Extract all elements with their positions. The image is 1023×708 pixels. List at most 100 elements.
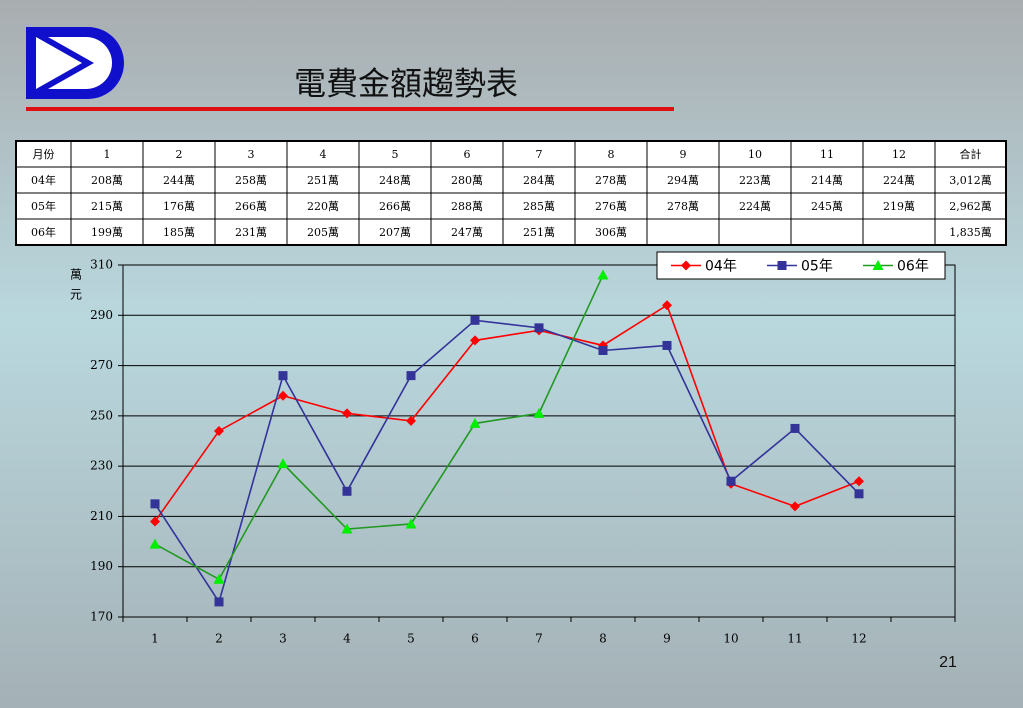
table-cell: 9 [680, 148, 687, 161]
table-cell: 7 [536, 148, 543, 161]
y-axis-label: 元 [70, 288, 82, 302]
table-cell: 251萬 [523, 226, 555, 239]
marker [342, 408, 352, 419]
x-tick-label: 1 [151, 632, 159, 646]
x-tick-label: 2 [215, 632, 223, 646]
table-cell: 3,012萬 [949, 174, 992, 187]
marker [149, 538, 161, 549]
table-cell: 185萬 [163, 226, 195, 239]
table-cell: 294萬 [667, 174, 699, 187]
x-tick-label: 9 [663, 632, 671, 646]
marker [214, 597, 224, 607]
marker [533, 407, 545, 418]
marker [790, 501, 800, 512]
table-cell: 1,835萬 [949, 226, 992, 239]
marker [662, 340, 672, 350]
y-axis-label: 萬 [70, 268, 82, 282]
x-tick-label: 11 [787, 632, 802, 646]
table-cell: 199萬 [91, 226, 123, 239]
marker [341, 523, 353, 534]
x-tick-label: 12 [851, 632, 866, 646]
marker [598, 345, 608, 355]
table-cell: 306萬 [595, 226, 627, 239]
y-tick-label: 270 [90, 358, 113, 372]
series-line [154, 319, 860, 604]
table-cell: 247萬 [451, 226, 483, 239]
logo [26, 27, 124, 99]
marker [726, 476, 736, 486]
x-tick-label: 10 [723, 632, 738, 646]
marker [470, 315, 480, 325]
table-cell: 5 [392, 148, 399, 161]
table-cell: 12 [892, 148, 906, 161]
marker [214, 425, 224, 436]
table-cell: 251萬 [307, 174, 339, 187]
legend-marker [777, 261, 787, 270]
table-cell: 6 [464, 148, 471, 161]
table-cell: 224萬 [883, 174, 915, 187]
page-number: 21 [939, 654, 957, 671]
x-tick-label: 6 [471, 632, 479, 646]
marker [790, 423, 800, 433]
marker [342, 486, 352, 496]
table-cell: 231萬 [235, 226, 267, 239]
legend-label: 06年 [897, 259, 929, 275]
y-tick-label: 210 [90, 509, 113, 523]
table-cell: 276萬 [595, 200, 627, 213]
legend-label: 05年 [801, 259, 833, 275]
table-cell: 11 [820, 148, 834, 161]
marker [597, 269, 609, 280]
table-cell: 258萬 [235, 174, 267, 187]
table-cell: 4 [320, 148, 327, 161]
table-cell: 219萬 [883, 200, 915, 213]
table-cell: 10 [748, 148, 762, 161]
legend-marker [681, 260, 691, 271]
table-cell: 220萬 [307, 200, 339, 213]
y-tick-label: 170 [90, 610, 113, 624]
table-cell: 合計 [960, 147, 982, 161]
table-cell: 285萬 [523, 200, 555, 213]
table-cell: 224萬 [739, 200, 771, 213]
marker [470, 335, 480, 346]
marker [278, 371, 288, 381]
title-underline [26, 107, 674, 111]
marker [213, 573, 225, 584]
marker [150, 499, 160, 509]
table-cell: 176萬 [163, 200, 195, 213]
marker [854, 489, 864, 499]
table-cell: 05年 [31, 199, 56, 213]
marker [469, 417, 481, 428]
table-cell: 214萬 [811, 174, 843, 187]
marker [277, 458, 289, 469]
table-cell: 280萬 [451, 174, 483, 187]
marker [854, 476, 864, 487]
table-cell: 284萬 [523, 174, 555, 187]
table-cell: 3 [248, 148, 255, 161]
y-tick-label: 290 [90, 308, 113, 322]
y-tick-label: 190 [90, 559, 113, 573]
title: 電費金額趨勢表 [294, 65, 518, 103]
series-line [154, 274, 604, 581]
table-cell: 215萬 [91, 200, 123, 213]
x-tick-label: 8 [599, 632, 607, 646]
marker [405, 518, 417, 529]
y-tick-label: 230 [90, 459, 113, 473]
marker [534, 323, 544, 333]
legend-label: 04年 [705, 259, 737, 275]
table-cell: 月份 [33, 148, 55, 161]
table-cell: 1 [104, 148, 111, 161]
x-tick-label: 3 [279, 632, 287, 646]
marker [662, 300, 672, 311]
table-cell: 278萬 [595, 174, 627, 187]
x-tick-label: 5 [407, 632, 415, 646]
marker [406, 371, 416, 381]
marker [406, 415, 416, 426]
table-cell: 8 [608, 148, 615, 161]
table-cell: 205萬 [307, 226, 339, 239]
y-tick-label: 310 [90, 258, 113, 272]
table-cell: 266萬 [235, 200, 267, 213]
table-cell: 244萬 [163, 174, 195, 187]
x-tick-label: 7 [535, 632, 543, 646]
